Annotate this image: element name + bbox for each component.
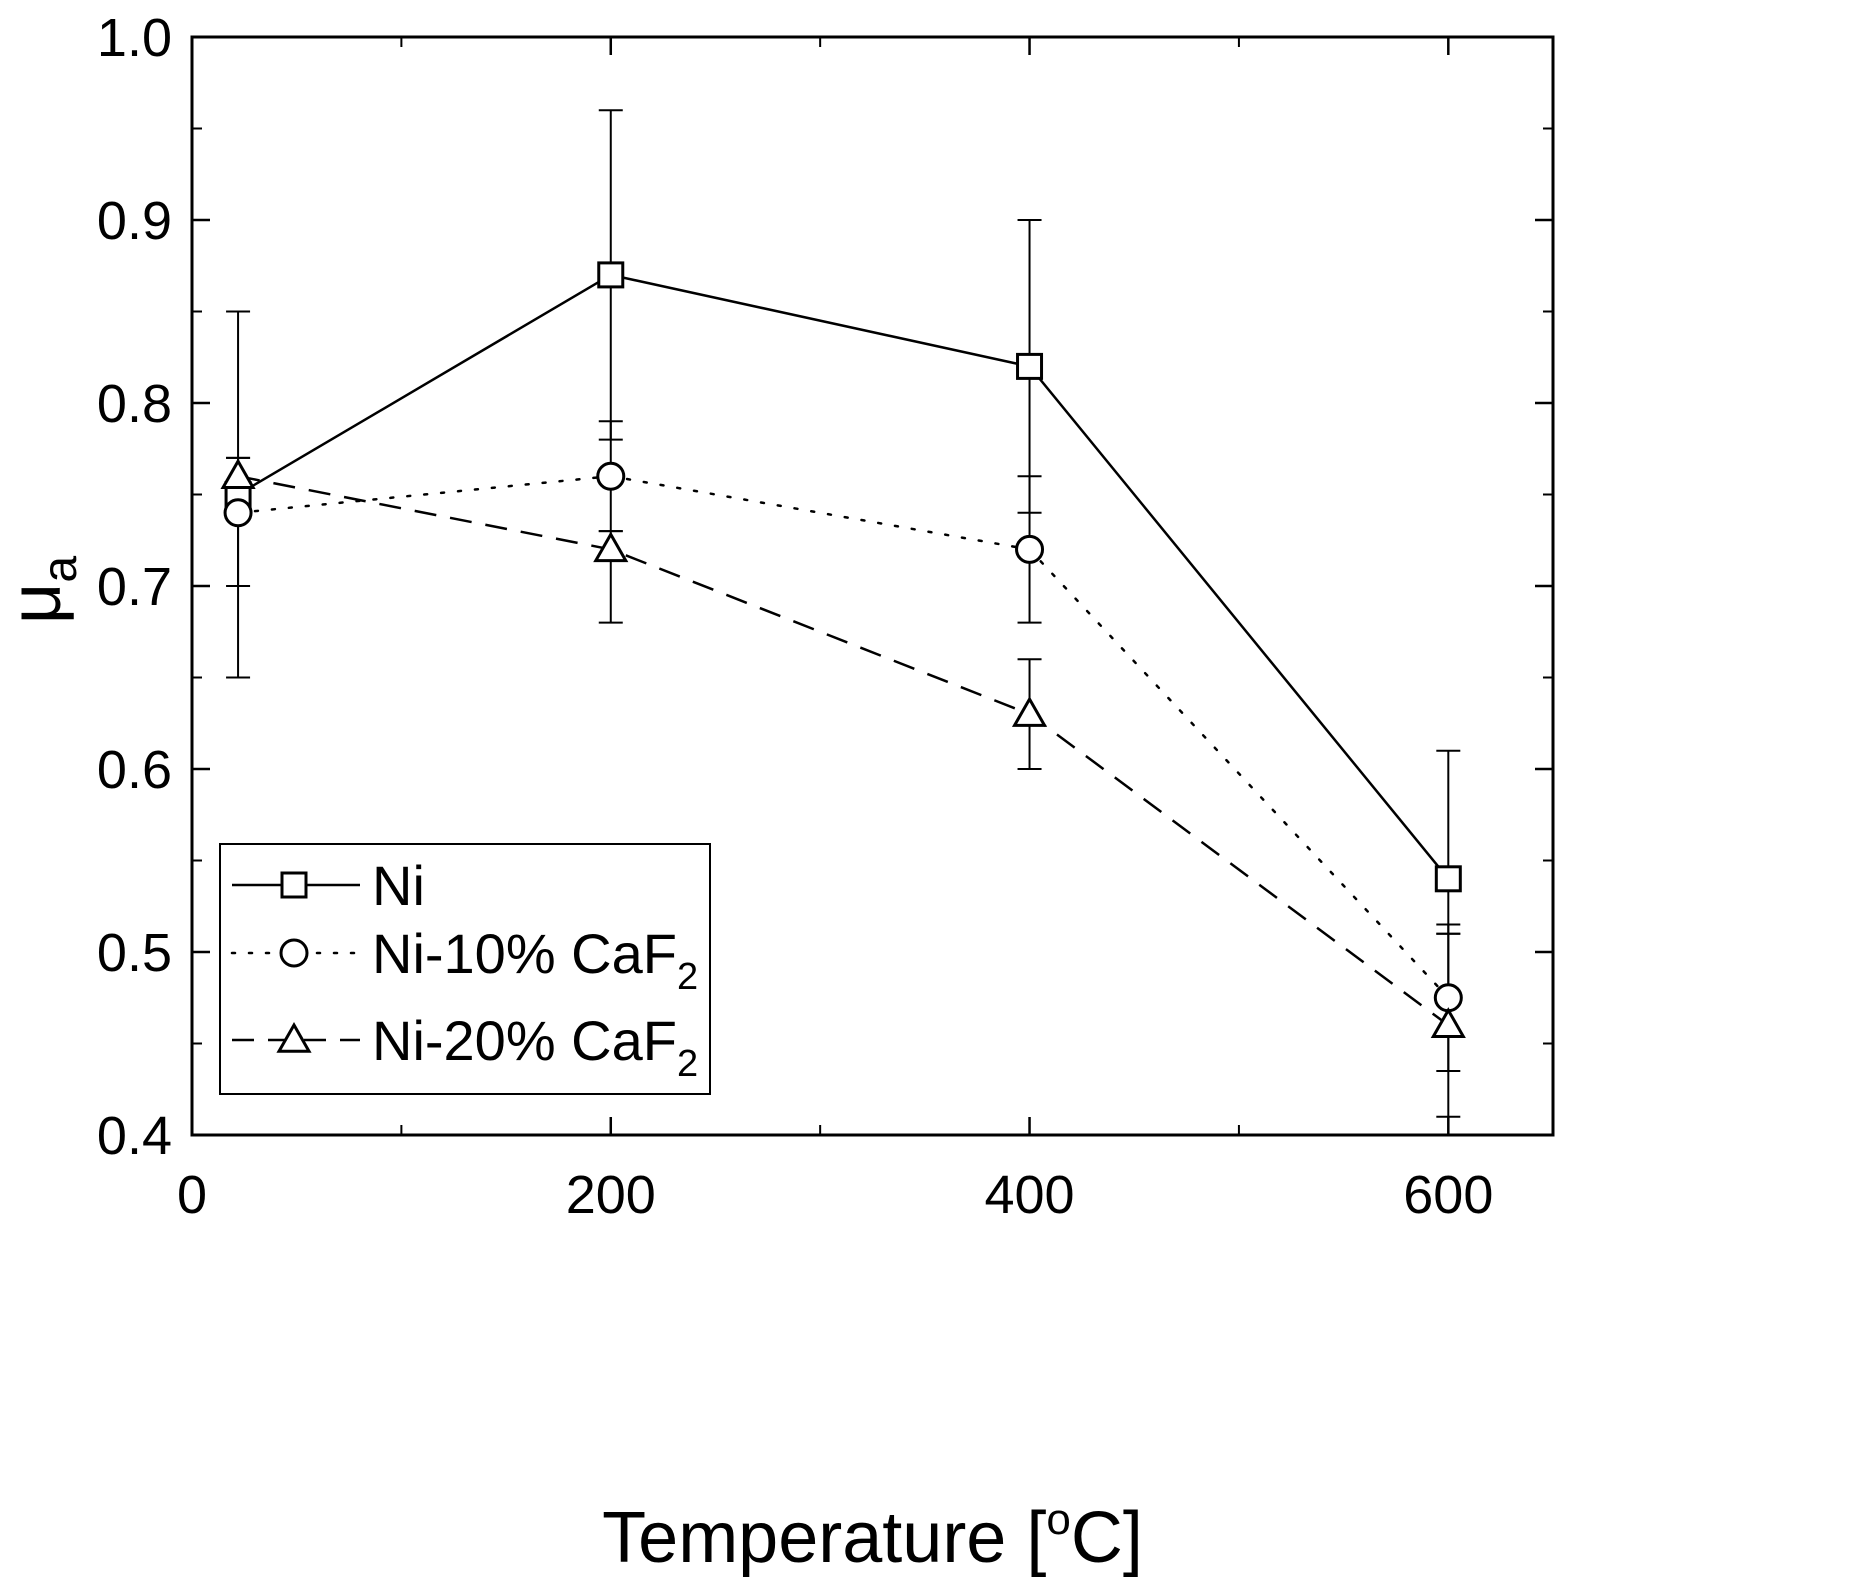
legend-item-2-label: Ni-10% CaF2 (372, 922, 698, 998)
legend-item-3-label-main: Ni-20% CaF (372, 1009, 677, 1072)
x-axis-title: Temperature [oC] (602, 1495, 1143, 1578)
series-1-line (237, 273, 1450, 880)
legend-item-2-label-subscript: 2 (677, 956, 698, 998)
series-1-point (1016, 352, 1044, 380)
y-axis-title-main: μ (0, 583, 76, 624)
axis-ticks (190, 35, 1553, 1137)
series-2-point (1433, 983, 1463, 1013)
series-1-point (1434, 865, 1462, 893)
y-tick-label: 0.4 (97, 1106, 172, 1166)
x-tick-label: 0 (177, 1165, 207, 1225)
x-tick-label: 200 (566, 1165, 656, 1225)
legend-item-1-label-main: Ni (372, 854, 425, 917)
series-2-point (223, 498, 253, 528)
series-3-point (1430, 1007, 1466, 1038)
series-3-point (593, 531, 629, 563)
legend-item-3-label-subscript: 2 (677, 1043, 698, 1085)
y-axis-title-subscript: a (34, 556, 87, 583)
tick-labels: 0 200 400 600 0.4 0.5 0.6 0.7 0.8 0.9 1.0 (97, 8, 1493, 1225)
series-2-point (1015, 534, 1045, 564)
series-lines (236, 273, 1450, 1027)
series-3-point (1011, 696, 1048, 727)
x-axis-title-unit: C] (1071, 1498, 1143, 1578)
series-2-point (596, 461, 626, 491)
legend-item-3: Ni-20% CaF2 (232, 1009, 698, 1085)
y-tick-label: 0.9 (97, 191, 172, 251)
legend-item-3-label: Ni-20% CaF2 (372, 1009, 698, 1085)
series-1-point (597, 261, 625, 289)
legend-item-2-label-main: Ni-10% CaF (372, 922, 677, 985)
series-2-line (236, 474, 1450, 999)
x-tick-label: 600 (1403, 1165, 1493, 1225)
series-3-point (220, 458, 256, 489)
y-tick-label: 0.6 (97, 740, 172, 800)
y-tick-label: 0.7 (97, 557, 172, 617)
y-tick-label: 0.5 (97, 923, 172, 983)
x-tick-label: 400 (984, 1165, 1074, 1225)
legend-item-1-marker (280, 871, 308, 899)
legend-item-2: Ni-10% CaF2 (230, 922, 698, 998)
series-3-line (237, 474, 1450, 1027)
x-axis-title-main: Temperature [ (602, 1498, 1046, 1578)
y-axis-title: μa (0, 556, 87, 624)
x-axis-title-degree: o (1046, 1495, 1070, 1544)
series-markers (220, 261, 1466, 1038)
legend-item-1-label: Ni (372, 854, 425, 917)
y-tick-label: 1.0 (97, 8, 172, 68)
y-tick-label: 0.8 (97, 374, 172, 434)
legend-item-2-marker (279, 938, 309, 968)
legend-item-3-marker (276, 1021, 312, 1053)
legend-item-1: Ni (232, 854, 425, 917)
